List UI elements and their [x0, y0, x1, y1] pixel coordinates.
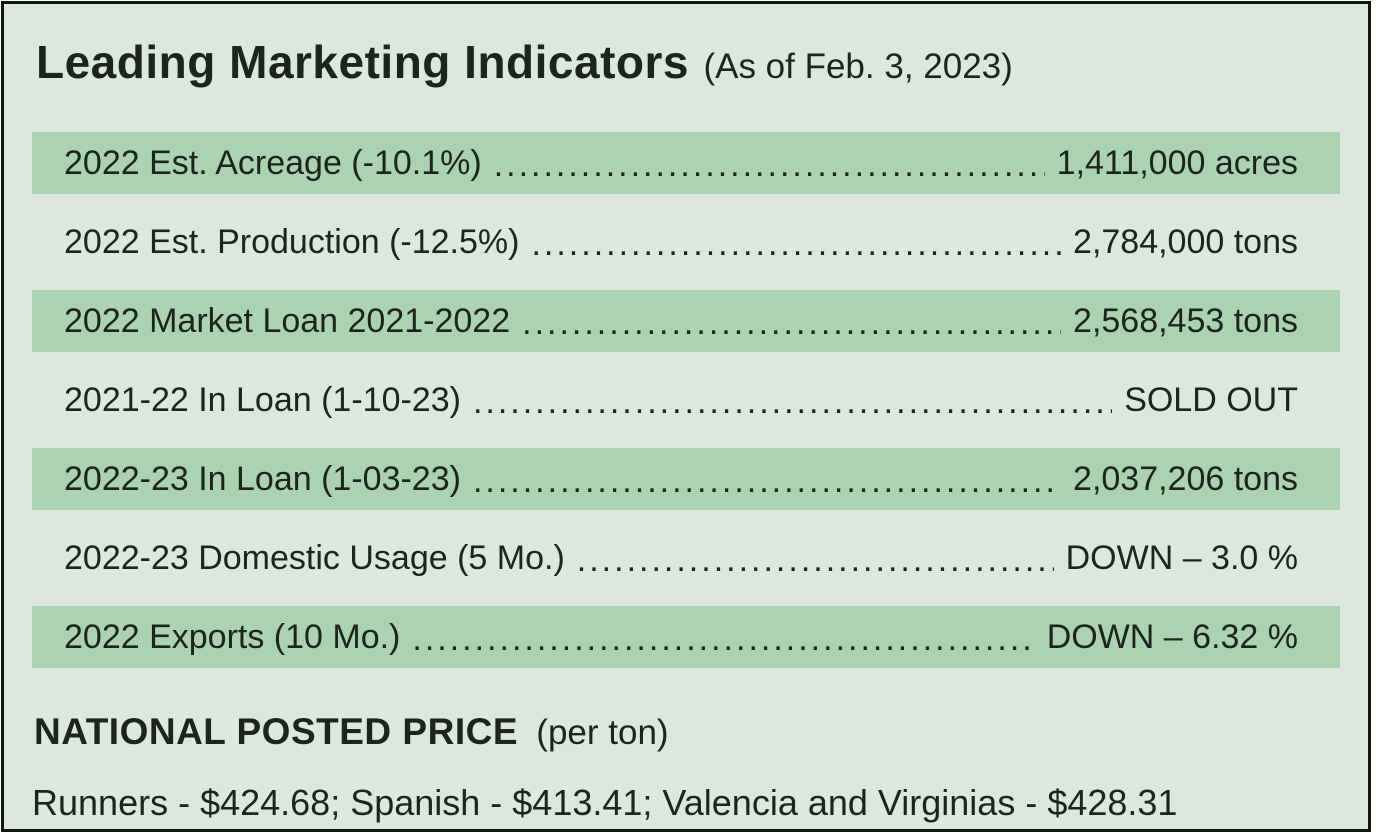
row-label: 2022-23 In Loan (1-03-23) [64, 459, 461, 498]
indicator-row-domestic-usage: 2022-23 Domestic Usage (5 Mo.) .........… [32, 527, 1340, 589]
national-posted-price-section: NATIONAL POSTED PRICE (per ton) Runners … [32, 710, 1338, 825]
panel-title-block: Leading Marketing Indicators (As of Feb.… [4, 4, 1368, 102]
dot-leader: ........................................… [412, 619, 1035, 658]
dot-leader: ........................................… [531, 224, 1061, 263]
indicator-row-2022-23-in-loan: 2022-23 In Loan (1-03-23) ..............… [32, 448, 1340, 510]
dot-leader: ........................................… [472, 461, 1061, 500]
national-posted-price-heading: NATIONAL POSTED PRICE (per ton) [34, 710, 1338, 755]
row-value: 2,568,453 tons [1073, 301, 1298, 340]
row-label: 2021-22 In Loan (1-10-23) [64, 380, 461, 419]
page-title: Leading Marketing Indicators [36, 36, 689, 88]
row-value: 2,037,206 tons [1073, 459, 1298, 498]
row-value: 2,784,000 tons [1073, 222, 1298, 261]
section-heading-unit: (per ton) [536, 713, 669, 752]
section-heading: NATIONAL POSTED PRICE [34, 711, 519, 752]
row-label: 2022-23 Domestic Usage (5 Mo.) [64, 538, 565, 577]
indicator-row-acreage: 2022 Est. Acreage (-10.1%) .............… [32, 132, 1340, 194]
row-value: DOWN – 6.32 % [1046, 617, 1298, 656]
row-value: SOLD OUT [1124, 380, 1298, 419]
page-title-date: (As of Feb. 3, 2023) [703, 47, 1013, 86]
row-value: DOWN – 3.0 % [1065, 538, 1298, 577]
indicator-row-2021-22-in-loan: 2021-22 In Loan (1-10-23) ..............… [32, 369, 1340, 431]
dot-leader: ........................................… [472, 382, 1112, 421]
indicator-row-exports: 2022 Exports (10 Mo.) ..................… [32, 606, 1340, 668]
row-label: 2022 Est. Production (-12.5%) [64, 222, 520, 261]
dot-leader: ........................................… [576, 540, 1054, 579]
dot-leader: ........................................… [493, 145, 1045, 184]
row-label: 2022 Est. Acreage (-10.1%) [64, 143, 482, 182]
row-value: 1,411,000 acres [1056, 143, 1298, 182]
row-label: 2022 Market Loan 2021-2022 [64, 301, 511, 340]
row-label: 2022 Exports (10 Mo.) [64, 617, 401, 656]
dot-leader: ........................................… [522, 303, 1061, 342]
posted-prices-line: Runners - $424.68; Spanish - $413.41; Va… [32, 782, 1178, 823]
indicator-row-production: 2022 Est. Production (-12.5%) ..........… [32, 211, 1340, 273]
indicator-row-market-loan: 2022 Market Loan 2021-2022 .............… [32, 290, 1340, 352]
indicator-rows: 2022 Est. Acreage (-10.1%) .............… [4, 132, 1368, 668]
